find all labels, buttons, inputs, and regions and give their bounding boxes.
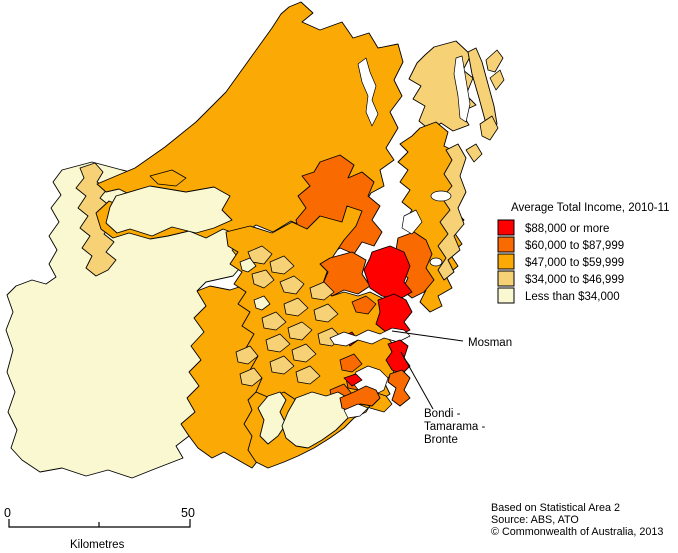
- map-region: [261, 311, 287, 331]
- legend: Average Total Income, 2010-11 $88,000 or…: [497, 202, 670, 304]
- scale-end-label: 50: [181, 506, 195, 520]
- attribution: Based on Statistical Area 2 Source: ABS,…: [491, 502, 663, 538]
- map-region: [489, 69, 505, 91]
- map-region: [351, 295, 377, 315]
- map-region: [235, 345, 259, 365]
- sydney-harbour-water: [329, 327, 411, 347]
- annotation-mosman: Mosman: [468, 337, 512, 349]
- legend-swatch-88000-or-more: [497, 219, 515, 236]
- map-region: [313, 303, 339, 323]
- legend-label-less-than-34000: Less than $34,000: [525, 291, 620, 303]
- map-region: [253, 295, 271, 311]
- scale-unit-label: Kilometres: [70, 539, 125, 551]
- scale-bar: 0 50 Kilometres: [4, 506, 195, 551]
- region-ryde-upper-north: [319, 251, 371, 297]
- map-region: [265, 333, 291, 353]
- region-coogee-maroubra: [387, 369, 411, 407]
- legend-title: Average Total Income, 2010-11: [511, 202, 670, 214]
- map-region: [269, 255, 295, 275]
- bondi-leader-line: [400, 351, 434, 410]
- legend-label-60000-87999: $60,000 to $87,999: [525, 240, 624, 252]
- legend-swatch-47000-59999: [497, 253, 515, 270]
- attribution-line-3: © Commonwealth of Australia, 2013: [491, 526, 663, 538]
- region-royal-national-park: [281, 391, 355, 449]
- middle-harbour-water: [401, 209, 423, 235]
- legend-swatch-less-than-34000: [497, 287, 515, 304]
- map-region: [291, 343, 317, 363]
- map-region: [239, 257, 257, 273]
- map-region: [239, 367, 263, 387]
- cowan-water: [357, 57, 379, 127]
- map-region: [251, 269, 275, 289]
- mosman-leader-line: [391, 330, 464, 342]
- map-region: [485, 49, 504, 73]
- attribution-line-2: Source: ABS, ATO: [491, 514, 579, 526]
- scale-bar-line: [8, 519, 191, 528]
- legend-swatch-60000-87999: [497, 236, 515, 253]
- map-region: [339, 353, 363, 373]
- annotation-bondi-line-3: Bronte: [424, 434, 458, 446]
- annotation-bondi-line-2: Tamarama -: [424, 421, 486, 433]
- pittwater-water: [453, 55, 471, 123]
- region-heathcote: [257, 391, 287, 445]
- dee-why-lagoon: [429, 257, 443, 267]
- legend-label-88000-or-more: $88,000 or more: [525, 223, 609, 235]
- map-region: [149, 169, 187, 187]
- region-ku-ring-gai: [363, 245, 413, 301]
- map-region: [287, 321, 313, 341]
- region-richmond-windsor: [105, 185, 233, 237]
- legend-label-47000-59999: $47,000 to $59,999: [525, 257, 624, 269]
- map-region: [343, 373, 363, 387]
- map-region: [295, 365, 321, 385]
- map-region: [309, 281, 335, 301]
- map-regions: [5, 1, 505, 479]
- region-mosman-lower-north-shore: [375, 293, 413, 337]
- annotations: Mosman Bondi - Tamarama - Bronte: [391, 330, 512, 446]
- map-region: [269, 355, 295, 375]
- narrabeen-lagoon: [430, 190, 452, 202]
- region-palm-beach-peninsula: [467, 47, 498, 135]
- attribution-line-1: Based on Statistical Area 2: [491, 502, 620, 514]
- port-hacking-water: [343, 403, 369, 419]
- map-region: [283, 297, 309, 317]
- annotation-bondi-line-1: Bondi -: [424, 408, 461, 420]
- legend-label-34000-46999: $34,000 to $46,999: [525, 274, 624, 286]
- region-bondi-eastern-suburbs: [385, 339, 411, 375]
- map-region: [465, 143, 483, 163]
- scale-start-label: 0: [4, 506, 11, 520]
- legend-swatch-34000-46999: [497, 270, 515, 287]
- map-region: [479, 115, 499, 141]
- map-region: [279, 275, 305, 295]
